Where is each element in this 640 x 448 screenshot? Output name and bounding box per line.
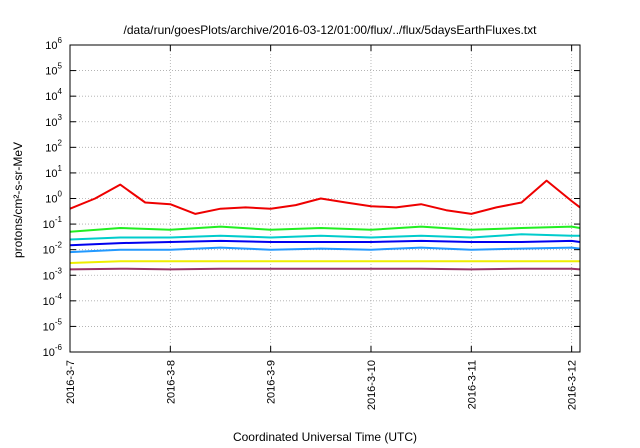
x-tick-label: 2016-3-10 [366, 360, 378, 410]
y-tick-label: 106 [45, 36, 62, 52]
chart-title: /data/run/goesPlots/archive/2016-03-12/0… [124, 23, 538, 37]
x-axis-label: Coordinated Universal Time (UTC) [233, 430, 417, 444]
series-line-4 [70, 239, 580, 247]
x-tick-label: 2016-3-11 [466, 360, 478, 409]
x-tick-label: 2016-3-12 [567, 360, 579, 410]
x-tick-label: 2016-3-7 [65, 360, 77, 404]
series-line-7 [70, 267, 580, 271]
y-tick-label: 10-5 [43, 317, 63, 333]
series-line-6 [70, 260, 580, 264]
series-line-1 [70, 179, 580, 215]
x-tick-label: 2016-3-8 [165, 360, 177, 404]
y-tick-label: 102 [45, 138, 62, 154]
y-tick-label: 10-2 [43, 241, 63, 257]
y-tick-label: 10-1 [43, 215, 63, 231]
series-line-3 [70, 233, 580, 241]
y-tick-label: 100 [45, 190, 62, 206]
y-tick-label: 104 [45, 87, 62, 103]
y-tick-label: 101 [45, 164, 62, 180]
y-axis: 10-6 10-5 10-4 10-3 10-2 10-1 100 101 102 103 104 1… [43, 36, 580, 359]
y-tick-label: 103 [45, 113, 62, 129]
x-tick-label: 2016-3-9 [266, 360, 278, 404]
y-axis-label: protons/cm²-s-sr-MeV [11, 142, 25, 258]
series-layer [70, 179, 580, 271]
y-tick-label: 105 [45, 62, 62, 78]
y-tick-label: 10-3 [43, 266, 63, 282]
y-tick-label: 10-6 [43, 343, 63, 359]
series-line-2 [70, 225, 580, 233]
series-line-5 [70, 246, 580, 254]
x-axis: 2016-3-7 2016-3-8 2016-3-9 2016-3-10 2016-3-… [65, 45, 579, 410]
y-tick-label: 10-4 [43, 292, 63, 308]
